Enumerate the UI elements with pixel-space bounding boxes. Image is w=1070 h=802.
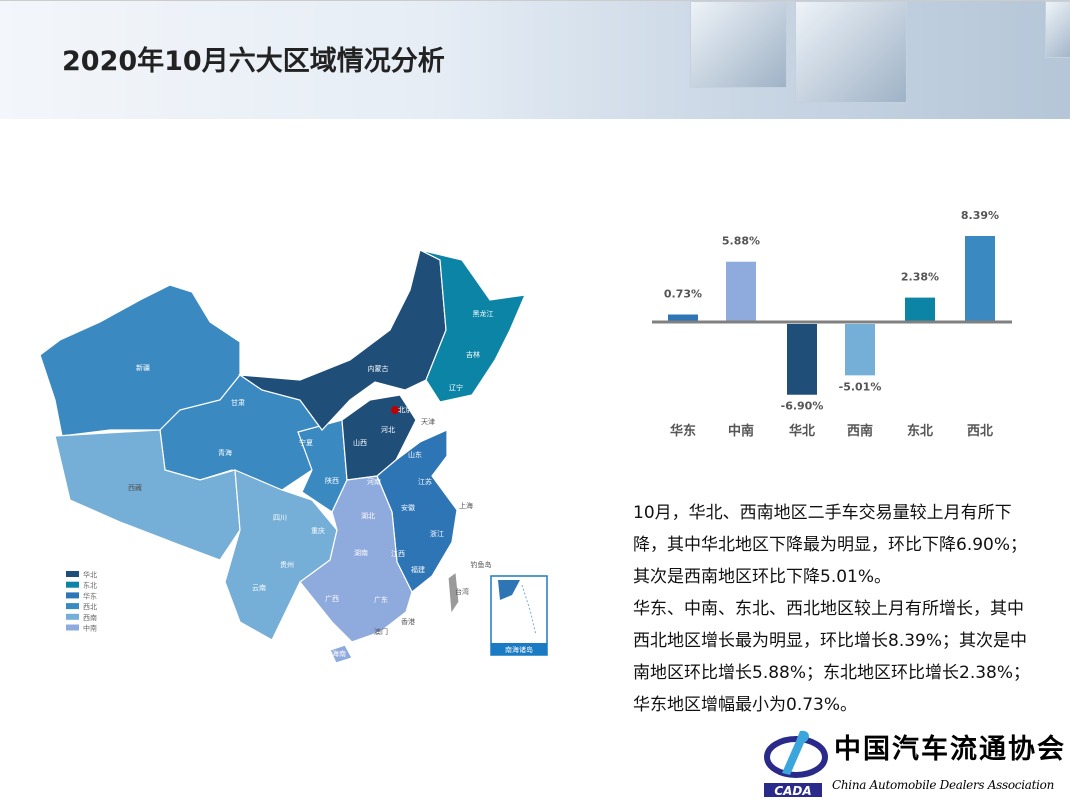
decorative-cube <box>795 1 907 103</box>
cada-logo: CADA 中国汽车流通协会 China Automobile Dealers A… <box>760 725 1068 800</box>
decorative-cube <box>1045 1 1070 58</box>
legend-swatch <box>66 613 79 620</box>
province-label-北京: 北京 <box>398 405 412 414</box>
province-label-香港: 香港 <box>401 617 415 626</box>
data-label: 0.73% <box>664 288 702 301</box>
province-label-福建: 福建 <box>411 565 425 574</box>
province-label-西藏: 西藏 <box>128 483 142 492</box>
province-label-湖北: 湖北 <box>361 511 375 520</box>
legend-label-西北: 西北 <box>83 603 97 611</box>
data-label: 2.38% <box>901 271 939 284</box>
inset-label-bg <box>491 643 547 655</box>
category-label: 西南 <box>847 423 873 439</box>
legend-swatch <box>66 592 79 599</box>
province-label-贵州: 贵州 <box>280 560 294 569</box>
province-label-辽宁: 辽宁 <box>449 383 463 392</box>
legend-swatch <box>66 603 79 610</box>
south-china-sea-inset: 南海诸岛 <box>490 575 548 656</box>
category-label: 华北 <box>789 423 815 439</box>
analysis-paragraph-2: 华东、中南、东北、西北地区较上月有所增长，其中西北地区增长最为明显，环比增长8.… <box>633 599 1031 715</box>
decorative-cube <box>690 1 787 88</box>
header-banner: 2020年10月六大区域情况分析 <box>0 0 1070 119</box>
province-label-山西: 山西 <box>353 438 367 447</box>
province-label-宁夏: 宁夏 <box>299 438 313 447</box>
map-region-taiwan <box>447 570 460 616</box>
inset-dashes <box>521 584 537 636</box>
analysis-paragraph-1: 10月，华北、西南地区二手车交易量较上月有所下降，其中华北地区下降最为明显，环比… <box>633 503 1028 587</box>
province-label-内蒙古: 内蒙古 <box>368 364 389 373</box>
province-label-江苏: 江苏 <box>418 477 432 486</box>
province-label-浙江: 浙江 <box>430 529 444 538</box>
legend-swatch <box>66 624 79 631</box>
svg-text:CADA: CADA <box>774 784 811 798</box>
map-region-中南 <box>329 644 353 664</box>
province-label-四川: 四川 <box>273 514 287 522</box>
province-label-广东: 广东 <box>374 595 388 604</box>
category-label: 西北 <box>967 424 993 439</box>
inset-coast <box>498 580 520 600</box>
province-label-吉林: 吉林 <box>466 350 480 359</box>
data-label: -6.90% <box>781 400 824 413</box>
province-label-云南: 云南 <box>252 583 266 592</box>
category-label: 中南 <box>728 423 754 439</box>
legend-label-西南: 西南 <box>83 613 97 622</box>
bar-西北 <box>965 236 995 322</box>
bar-华东 <box>668 314 698 322</box>
province-label-河南: 河南 <box>367 477 381 486</box>
province-label-天津: 天津 <box>421 418 435 426</box>
province-label-台湾: 台湾 <box>455 587 469 596</box>
cada-emblem-icon: CADA <box>764 730 828 798</box>
province-label-重庆: 重庆 <box>311 526 325 535</box>
province-label-黑龙江: 黑龙江 <box>473 309 494 318</box>
province-label-海南: 海南 <box>332 649 346 658</box>
page-title: 2020年10月六大区域情况分析 <box>62 46 445 77</box>
bar-西南 <box>845 324 875 376</box>
legend-label-华东: 华东 <box>83 591 97 600</box>
logo-chinese-name: 中国汽车流通协会 <box>834 734 1066 765</box>
province-label-山东: 山东 <box>408 450 422 459</box>
province-label-江西: 江西 <box>391 550 405 558</box>
legend-label-东北: 东北 <box>83 581 97 590</box>
bar-东北 <box>905 297 935 322</box>
legend-swatch <box>66 581 79 588</box>
category-label: 东北 <box>907 423 933 439</box>
data-label: 8.39% <box>961 209 999 222</box>
beijing-marker-icon <box>391 406 399 414</box>
map-region-西北 <box>39 284 241 437</box>
logo-english-name: China Automobile Dealers Association <box>832 778 1055 792</box>
data-label: -5.01% <box>839 380 882 393</box>
province-label-上海: 上海 <box>459 501 473 510</box>
category-label: 华东 <box>670 423 696 439</box>
data-label: 5.88% <box>722 235 760 248</box>
region-growth-chart: 0.73% 华东 5.88% 中南 -6.90% 华北 -5.01% 西南 2.38% 东北 8.3… <box>652 209 1012 439</box>
bar-华北 <box>787 324 817 395</box>
map-region-东北 <box>419 249 526 403</box>
province-label-新疆: 新疆 <box>136 363 150 372</box>
province-label-澳门: 澳门 <box>374 627 388 636</box>
province-label-钓鱼岛: 钓鱼岛 <box>471 560 492 569</box>
province-label-甘肃: 甘肃 <box>231 398 245 407</box>
map-region-中南 <box>299 475 413 643</box>
province-label-青海: 青海 <box>218 448 232 457</box>
legend-swatch <box>66 571 79 577</box>
province-label-陕西: 陕西 <box>325 476 339 485</box>
province-label-河北: 河北 <box>381 426 395 434</box>
bar-中南 <box>726 261 756 322</box>
province-label-湖南: 湖南 <box>354 548 368 557</box>
analysis-text: 10月，华北、西南地区二手车交易量较上月有所下降，其中华北地区下降最为明显，环比… <box>633 497 1033 721</box>
province-label-安徽: 安徽 <box>401 503 415 512</box>
province-label-广西: 广西 <box>325 594 339 603</box>
legend-label-华北: 华北 <box>83 570 97 579</box>
inset-label: 南海诸岛 <box>505 645 533 654</box>
legend-label-中南: 中南 <box>83 624 97 633</box>
